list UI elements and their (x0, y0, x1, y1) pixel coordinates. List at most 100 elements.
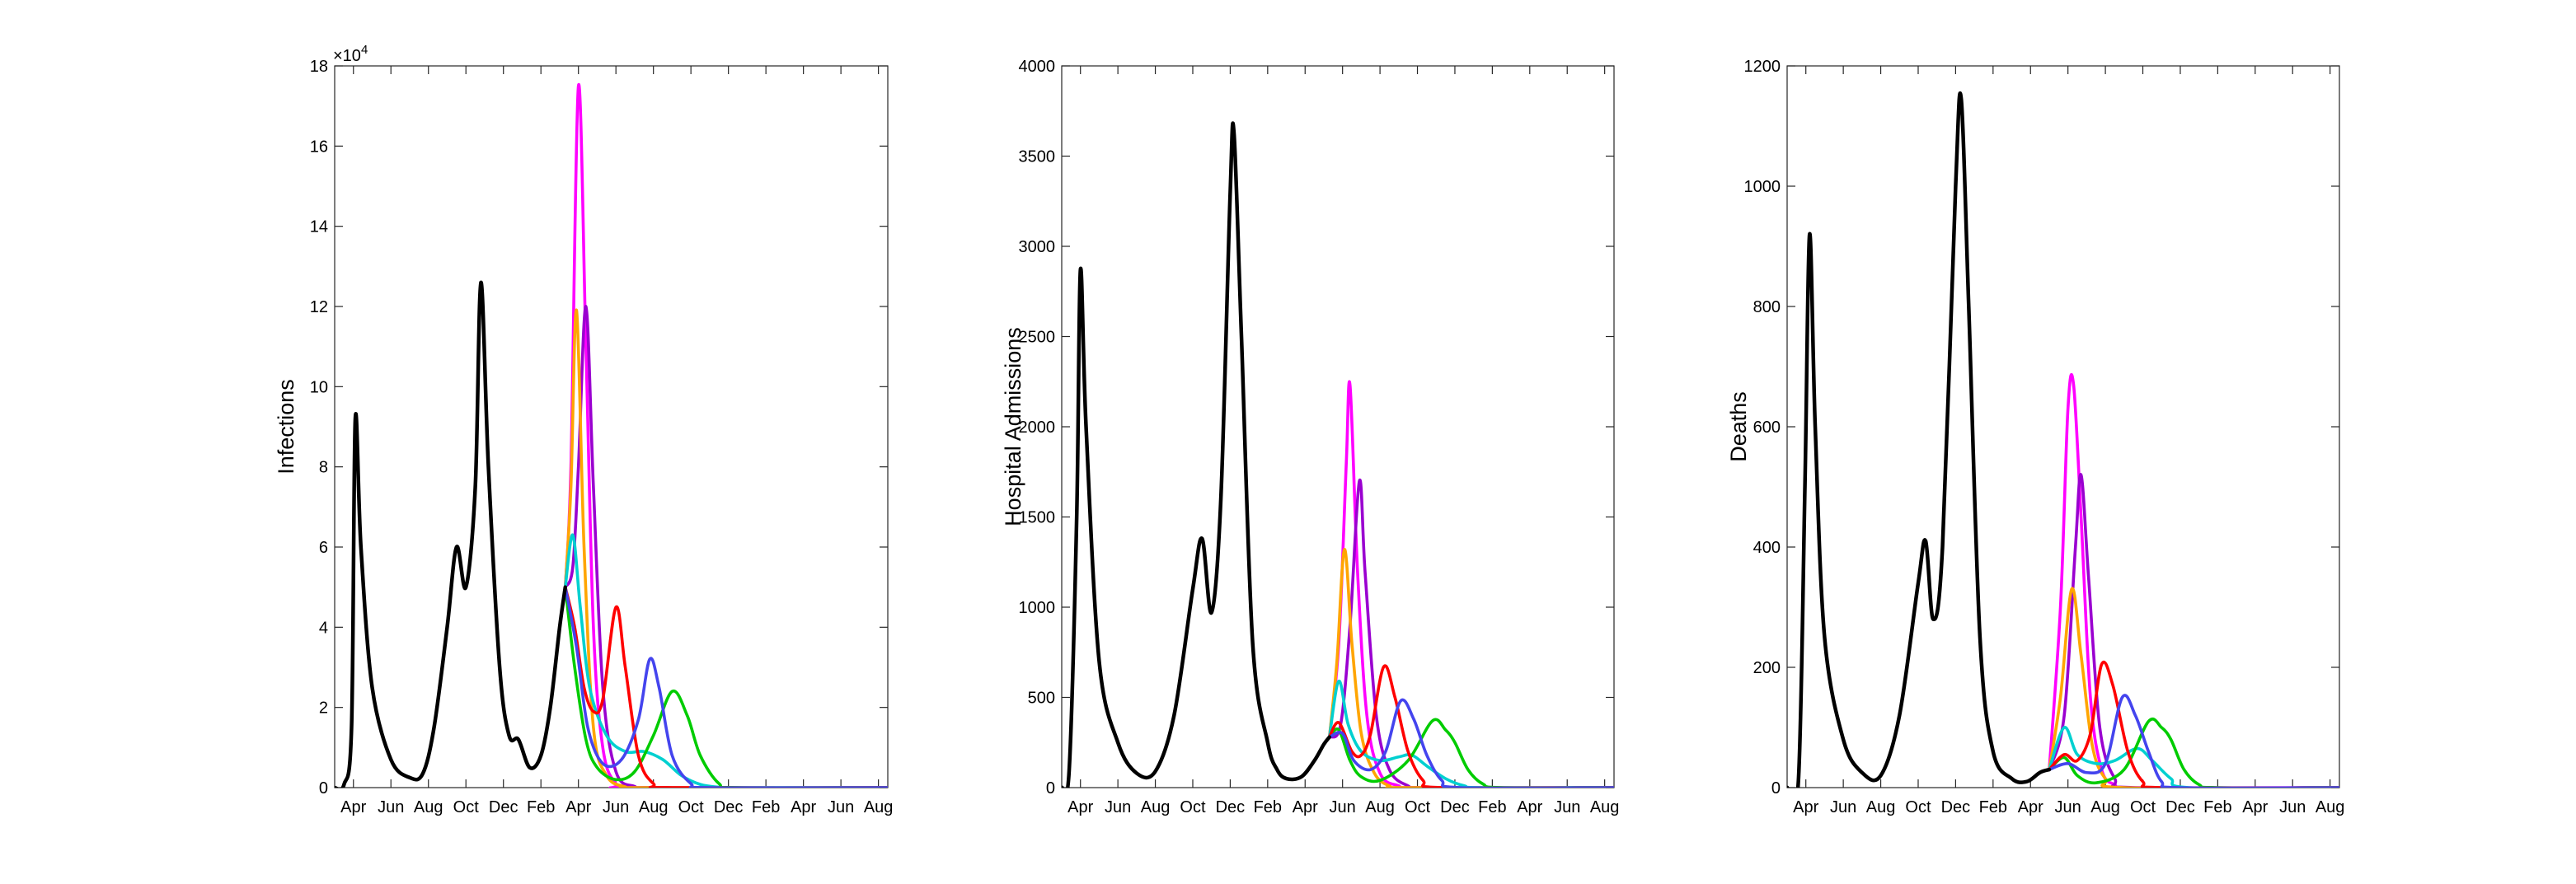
infections-xtick-label: Oct (678, 798, 705, 816)
infections-ytick-label: 14 (310, 218, 328, 236)
hospital-admissions-ytick-label: 4000 (1019, 58, 1056, 76)
infections-xtick-label: Apr (565, 798, 591, 816)
infections-ytick-label: 12 (310, 298, 328, 316)
hospital-admissions-ytick-label: 1500 (1019, 509, 1056, 527)
hospital-admissions-ytick-label: 500 (1028, 690, 1055, 708)
infections-xtick-label: Feb (752, 798, 780, 816)
hospital-admissions-ytick-label: 3500 (1019, 148, 1056, 166)
deaths-series-line (2048, 726, 2339, 788)
infections-xtick-label: Dec (714, 798, 744, 816)
infections-series-line (563, 585, 888, 788)
deaths-series-group (1787, 91, 2339, 788)
deaths-xtick-label: Feb (2203, 798, 2231, 816)
deaths-xtick-label: Aug (2090, 798, 2120, 816)
hospital-admissions-xtick-label: Dec (1216, 798, 1246, 816)
deaths-ytick-label: 1200 (1744, 58, 1781, 76)
deaths-ytick-label: 400 (1753, 539, 1781, 557)
hospital-admissions-series-line (1327, 548, 1614, 788)
deaths-xtick-label: Jun (2055, 798, 2081, 816)
deaths-series-line (1787, 91, 2052, 788)
hospital-admissions-xtick-label: Apr (1293, 798, 1318, 816)
infections-exponent-label: ×104 (333, 43, 368, 65)
infections-xtick-label: Feb (527, 798, 555, 816)
deaths-series-line (2048, 694, 2339, 788)
infections-xtick-label: Aug (864, 798, 894, 816)
infections-xtick-label: Jun (603, 798, 629, 816)
deaths-series-line (2048, 587, 2339, 788)
infections-series-line (563, 533, 888, 788)
deaths-xtick-label: Apr (2242, 798, 2268, 816)
deaths-xtick-label: Jun (1830, 798, 1856, 816)
infections-series-line (563, 308, 888, 788)
hospital-admissions-xtick-label: Aug (1590, 798, 1620, 816)
hospital-admissions-xtick-label: Jun (1330, 798, 1356, 816)
hospital-admissions-ytick-label: 1000 (1019, 599, 1056, 617)
infections-series-line (563, 305, 888, 788)
hospital-admissions-xtick-label: Oct (1405, 798, 1431, 816)
hospital-admissions-xtick-label: Jun (1554, 798, 1580, 816)
infections-series-group (335, 82, 888, 788)
hospital-admissions-ytick-label: 2000 (1019, 419, 1056, 437)
hospital-admissions-xtick-label: Dec (1440, 798, 1470, 816)
hospital-admissions-ytick-label: 3000 (1019, 238, 1056, 256)
infections-ytick-label: 0 (319, 779, 328, 797)
deaths-xtick-label: Aug (1866, 798, 1896, 816)
infections-ytick-label: 2 (319, 699, 328, 718)
infections-ytick-label: 10 (310, 378, 328, 396)
hospital-admissions-ytick-label: 0 (1046, 779, 1055, 797)
hospital-admissions-ytick-label: 2500 (1019, 329, 1056, 347)
deaths-xtick-label: Oct (1905, 798, 1931, 816)
infections-xtick-label: Jun (828, 798, 854, 816)
hospital-admissions-xtick-label: Aug (1141, 798, 1171, 816)
deaths-ytick-label: 1000 (1744, 178, 1781, 196)
infections-ylabel: Infections (274, 379, 298, 475)
infections-xtick-label: Aug (639, 798, 669, 816)
deaths-ytick-label: 0 (1771, 779, 1781, 797)
hospital-admissions-xtick-label: Apr (1517, 798, 1542, 816)
deaths-series-line (2048, 660, 2339, 788)
infections-ytick-label: 8 (319, 459, 328, 477)
deaths-xtick-label: Apr (1793, 798, 1818, 816)
infections-xtick-label: Jun (378, 798, 404, 816)
infections-ytick-label: 4 (319, 619, 328, 637)
hospital-admissions-series-line (1327, 478, 1614, 788)
hospital-admissions-series-line (1062, 121, 1332, 788)
infections-series-line (563, 82, 888, 788)
deaths-ytick-label: 200 (1753, 659, 1781, 677)
infections-panel: 0 2 4 6 8 10 12 14 16 18 Apr Jun Aug Oct Dec Feb Apr Jun A… (274, 43, 893, 816)
infections-ytick-label: 6 (319, 539, 328, 557)
infections-ytick-label: 18 (310, 58, 328, 76)
hospital-admissions-xtick-label: Aug (1365, 798, 1395, 816)
infections-xtick-label: Apr (340, 798, 366, 816)
deaths-ylabel: Deaths (1726, 391, 1751, 462)
hospital-admissions-panel: 0 500 1000 1500 2000 2500 3000 3500 4000 Apr Jun Au… (1001, 58, 1619, 816)
infections-xtick-label: Dec (489, 798, 518, 816)
infections-xtick-label: Oct (453, 798, 480, 816)
infections-xtick-label: Aug (414, 798, 443, 816)
hospital-admissions-xtick-label: Apr (1067, 798, 1093, 816)
hospital-admissions-series-line (1327, 698, 1614, 788)
deaths-xtick-label: Feb (1979, 798, 2007, 816)
deaths-xtick-label: Jun (2279, 798, 2306, 816)
deaths-panel: 0 200 400 600 800 1000 1200 Apr Jun Aug Oct Dec Feb A… (1726, 58, 2344, 816)
deaths-xtick-label: Oct (2130, 798, 2156, 816)
hospital-admissions-xtick-label: Oct (1180, 798, 1206, 816)
infections-series-line (335, 280, 568, 788)
deaths-ytick-label: 800 (1753, 298, 1781, 316)
infections-exponent-base: ×10 (333, 47, 361, 65)
infections-xtick-label: Apr (791, 798, 816, 816)
hospital-admissions-xtick-label: Jun (1105, 798, 1131, 816)
deaths-ytick-label: 600 (1753, 419, 1781, 437)
hospital-admissions-series-line (1327, 664, 1614, 788)
infections-axes-box (334, 65, 889, 788)
deaths-xtick-label: Dec (1941, 798, 1971, 816)
infections-ytick-label: 16 (310, 138, 328, 156)
deaths-xtick-label: Aug (2316, 798, 2345, 816)
deaths-xtick-label: Dec (2165, 798, 2195, 816)
infections-series-line (563, 585, 888, 788)
hospital-admissions-series-group (1062, 121, 1614, 788)
hospital-admissions-xtick-label: Feb (1254, 798, 1282, 816)
infections-exponent-power: 4 (361, 43, 368, 57)
hospital-admissions-series-line (1327, 718, 1614, 788)
